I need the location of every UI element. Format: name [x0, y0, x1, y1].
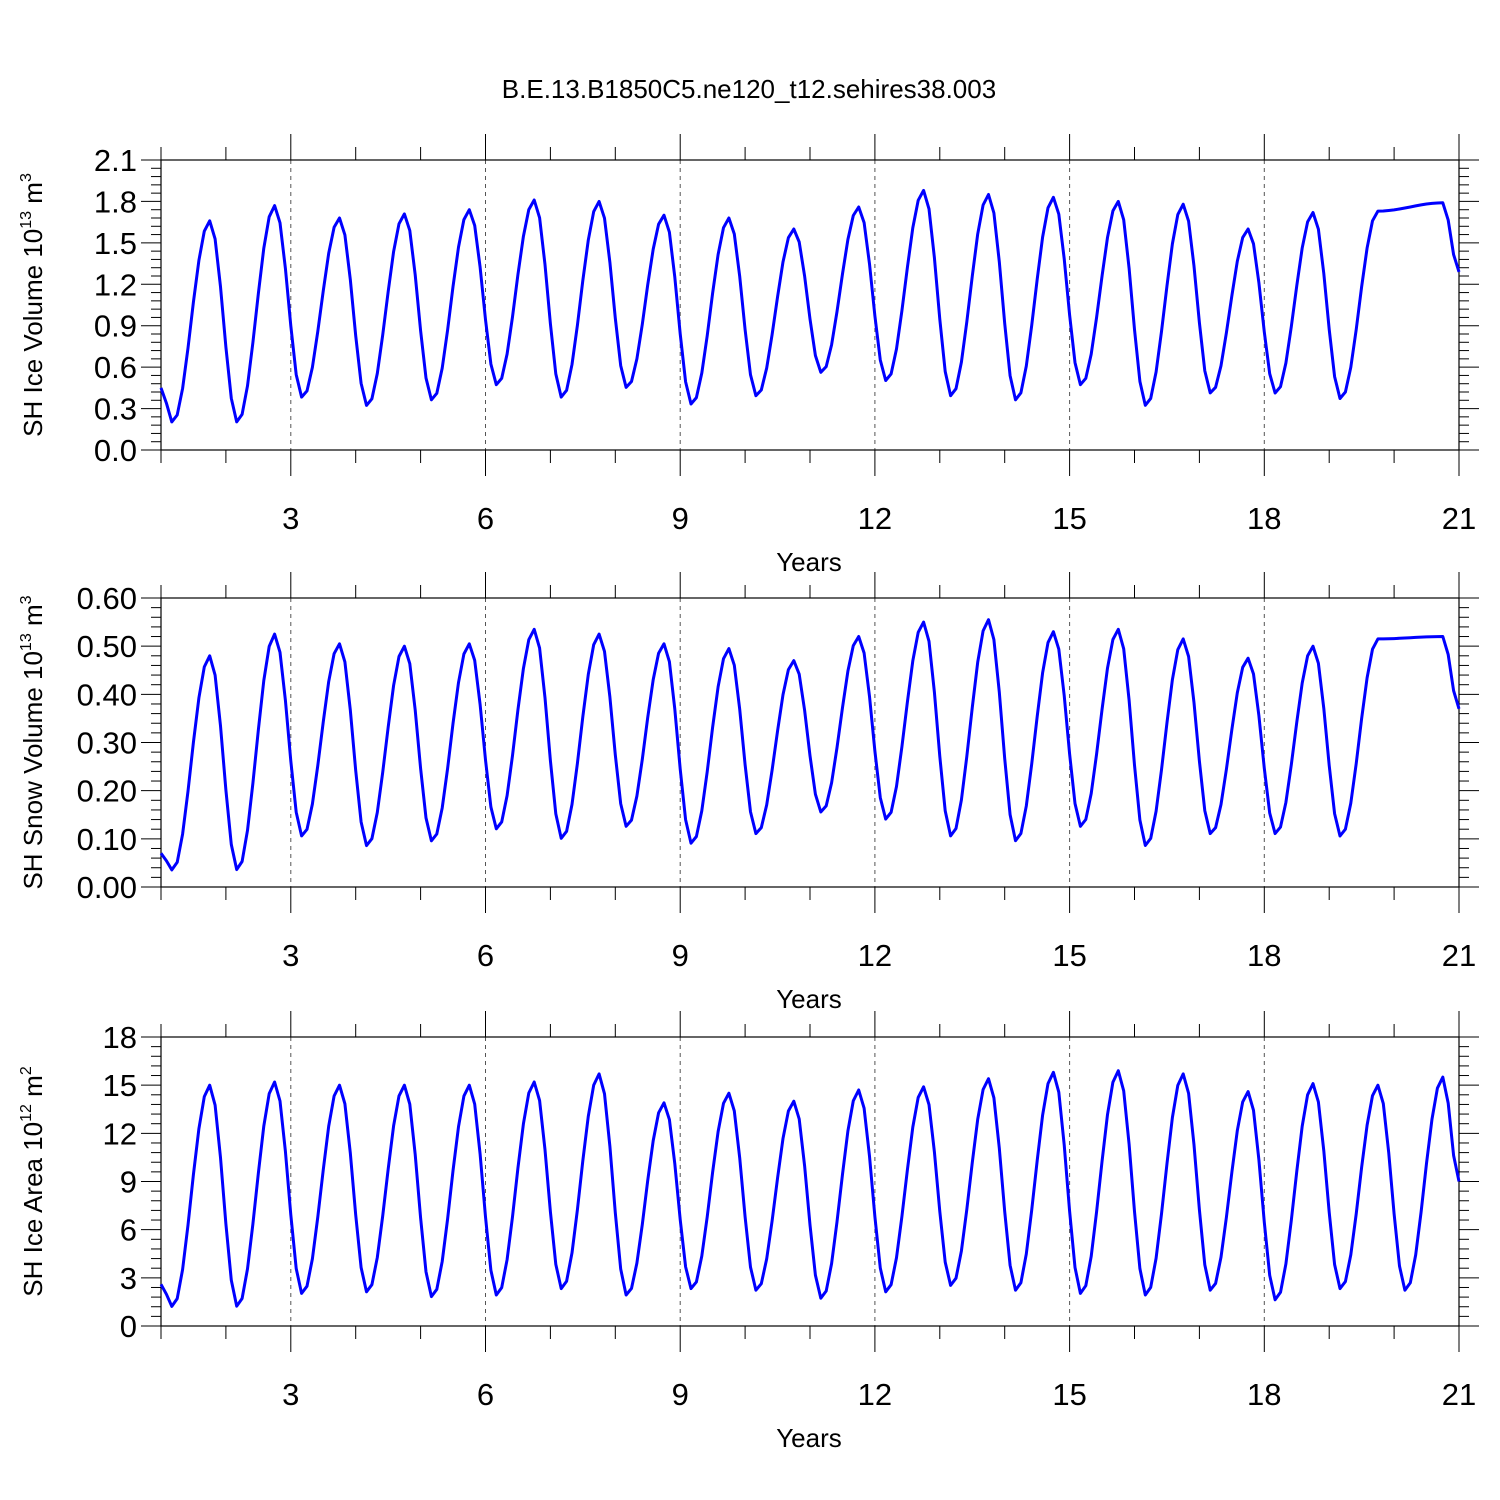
y-tick-label: 0.40: [77, 677, 137, 712]
y-tick-label: 6: [120, 1213, 137, 1248]
panel-1: 3 6 9 12 15 18 21 0.0 0.3 0.6 0.9 1.2 1.5 1.8 2.1 Years…: [18, 134, 1479, 577]
y-axis-title-unit: m: [18, 604, 48, 633]
series-line: [159, 188, 1461, 424]
y-tick-label: 3: [120, 1261, 137, 1296]
x-tick-label: 6: [477, 501, 494, 536]
x-tick-label: 15: [1052, 501, 1086, 536]
y-axis-title: SH Ice Volume 1013 m3: [18, 173, 48, 437]
x-tick-label: 3: [282, 1377, 299, 1412]
panel-2: 3 6 9 12 15 18 21 0.00 0.10 0.20 0.30 0.40 0.50 0.60 Y…: [18, 572, 1479, 1014]
x-tick-label: 6: [477, 1377, 494, 1412]
series-line: [159, 1069, 1461, 1308]
x-axis-title: Years: [776, 984, 842, 1014]
y-tick-label: 0.6: [94, 350, 137, 385]
x-tick-label: 15: [1052, 1377, 1086, 1412]
y-tick-label: 2.1: [94, 143, 137, 178]
x-tick-label: 12: [858, 938, 892, 973]
y-axis-title-unit-exponent: 3: [18, 595, 35, 604]
x-tick-label: 18: [1247, 1377, 1281, 1412]
x-tick-label: 9: [672, 1377, 689, 1412]
y-tick-label: 9: [120, 1165, 137, 1200]
y-axis-title-text: SH Ice Area 10: [18, 1122, 48, 1297]
y-axis-title-exponent: 13: [18, 633, 35, 651]
y-tick-label: 0.60: [77, 581, 137, 616]
y-tick-label: 18: [103, 1020, 137, 1055]
x-tick-label: 12: [858, 1377, 892, 1412]
x-tick-label: 3: [282, 501, 299, 536]
y-axis-title-unit: m: [18, 182, 48, 211]
y-tick-label: 0.30: [77, 726, 137, 761]
y-tick-label: 0.0: [94, 433, 137, 468]
y-tick-label: 15: [103, 1068, 137, 1103]
x-tick-label: 21: [1442, 1377, 1476, 1412]
x-tick-label: 21: [1442, 501, 1476, 536]
y-tick-label: 0.50: [77, 629, 137, 664]
x-tick-label: 18: [1247, 501, 1281, 536]
x-tick-label: 12: [858, 501, 892, 536]
y-axis-title-unit-exponent: 3: [18, 173, 35, 182]
y-axis-title-text: SH Ice Volume 10: [18, 229, 48, 437]
y-tick-label: 0: [120, 1309, 137, 1344]
y-tick-label: 0.9: [94, 309, 137, 344]
y-tick-label: 0.10: [77, 822, 137, 857]
y-axis-title-text: SH Snow Volume 10: [18, 651, 48, 889]
x-tick-label: 6: [477, 938, 494, 973]
panels-container: 3 6 9 12 15 18 21 0.0 0.3 0.6 0.9 1.2 1.5 1.8 2.1 Years…: [18, 134, 1479, 1453]
y-tick-label: 0.00: [77, 870, 137, 905]
y-axis-title-exponent: 13: [18, 211, 35, 229]
x-axis-title: Years: [776, 1423, 842, 1453]
y-axis-title-unit: m: [18, 1075, 48, 1104]
series-line: [159, 618, 1461, 872]
x-tick-label: 3: [282, 938, 299, 973]
x-tick-label: 18: [1247, 938, 1281, 973]
panel-3: 3 6 9 12 15 18 21 0 3 6 9 12 15 18 Years SH Ice Area 10…: [18, 1011, 1479, 1453]
y-axis-title-exponent: 12: [18, 1104, 35, 1122]
y-axis-title: SH Ice Area 1012 m2: [18, 1066, 48, 1297]
y-tick-label: 1.8: [94, 184, 137, 219]
y-axis-title-unit-exponent: 2: [18, 1066, 35, 1075]
y-tick-label: 1.5: [94, 226, 137, 261]
y-axis-title: SH Snow Volume 1013 m3: [18, 595, 48, 889]
x-tick-label: 21: [1442, 938, 1476, 973]
x-tick-label: 15: [1052, 938, 1086, 973]
x-tick-label: 9: [672, 938, 689, 973]
chart-title: B.E.13.B1850C5.ne120_t12.sehires38.003: [502, 74, 996, 104]
y-tick-label: 0.20: [77, 774, 137, 809]
y-tick-label: 0.3: [94, 392, 137, 427]
x-axis-title: Years: [776, 547, 842, 577]
y-tick-label: 12: [103, 1116, 137, 1151]
y-tick-label: 1.2: [94, 267, 137, 302]
x-tick-label: 9: [672, 501, 689, 536]
